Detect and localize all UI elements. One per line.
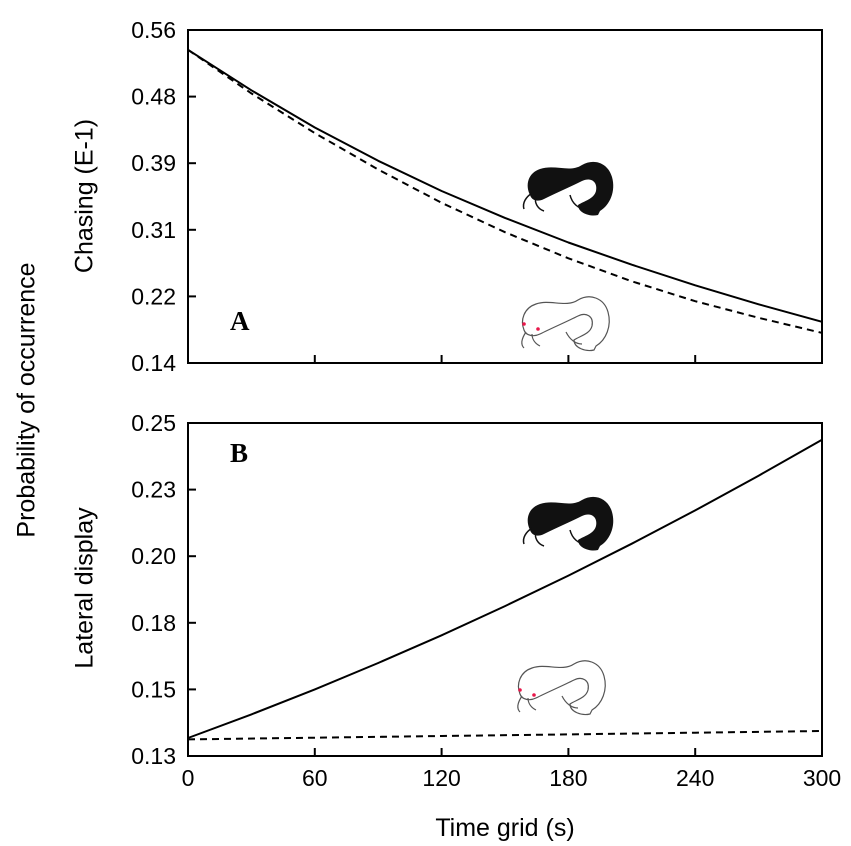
panel-a-frame — [187, 29, 823, 364]
y-tick-label: 0.31 — [131, 217, 176, 243]
x-tick-label: 60 — [302, 765, 328, 791]
y-tick-label: 0.48 — [131, 84, 176, 110]
panel-b-y-ticks: 0.25 0.23 0.20 0.18 0.15 0.13 — [131, 410, 196, 769]
series-line-dashed — [187, 48, 823, 334]
panel-a: Chasing (E-1) 0.56 0.48 0.39 0.31 0.22 0.14 A — [71, 17, 823, 376]
x-tick-label: 180 — [549, 765, 587, 791]
x-axis-label: Time grid (s) — [435, 814, 574, 842]
shared-y-axis-label: Probability of occurrence — [13, 262, 41, 537]
x-tick-label: 300 — [803, 765, 841, 791]
y-tick-label: 0.25 — [131, 410, 176, 436]
catfish-dark-icon — [522, 161, 614, 216]
y-tick-label: 0.14 — [131, 350, 176, 376]
series-line-solid — [187, 438, 823, 739]
y-tick-label: 0.18 — [131, 610, 176, 636]
series-line-dashed — [187, 730, 823, 741]
panel-a-x-ticks — [187, 355, 823, 363]
x-tick-label: 0 — [182, 765, 195, 791]
catfish-dark-icon — [522, 496, 614, 551]
panel-a-series — [187, 48, 823, 334]
y-tick-label: 0.56 — [131, 17, 176, 43]
x-tick-label: 240 — [676, 765, 714, 791]
panel-a-y-ticks: 0.56 0.48 0.39 0.31 0.22 0.14 — [131, 17, 196, 376]
panel-b-letter: B — [230, 438, 248, 468]
panel-a-y-axis-label: Chasing (E-1) — [71, 119, 99, 273]
catfish-albino-icon — [521, 296, 610, 352]
x-tick-label: 120 — [422, 765, 460, 791]
panel-b-series — [187, 438, 823, 741]
y-tick-label: 0.22 — [131, 283, 176, 309]
panel-a-letter: A — [230, 306, 250, 336]
panel-b: Lateral display 0.25 0.23 0.20 0.18 0.15 0.13… — [71, 410, 842, 842]
y-tick-label: 0.20 — [131, 543, 176, 569]
panel-b-y-axis-label: Lateral display — [71, 507, 99, 669]
panel-b-x-ticks: 0 60 120 180 240 300 — [182, 748, 841, 791]
panel-b-frame — [187, 422, 823, 757]
y-tick-label: 0.23 — [131, 477, 176, 503]
y-tick-label: 0.15 — [131, 676, 176, 702]
y-tick-label: 0.39 — [131, 150, 176, 176]
y-tick-label: 0.13 — [131, 743, 176, 769]
catfish-albino-icon — [517, 660, 606, 716]
series-line-solid — [187, 48, 823, 323]
